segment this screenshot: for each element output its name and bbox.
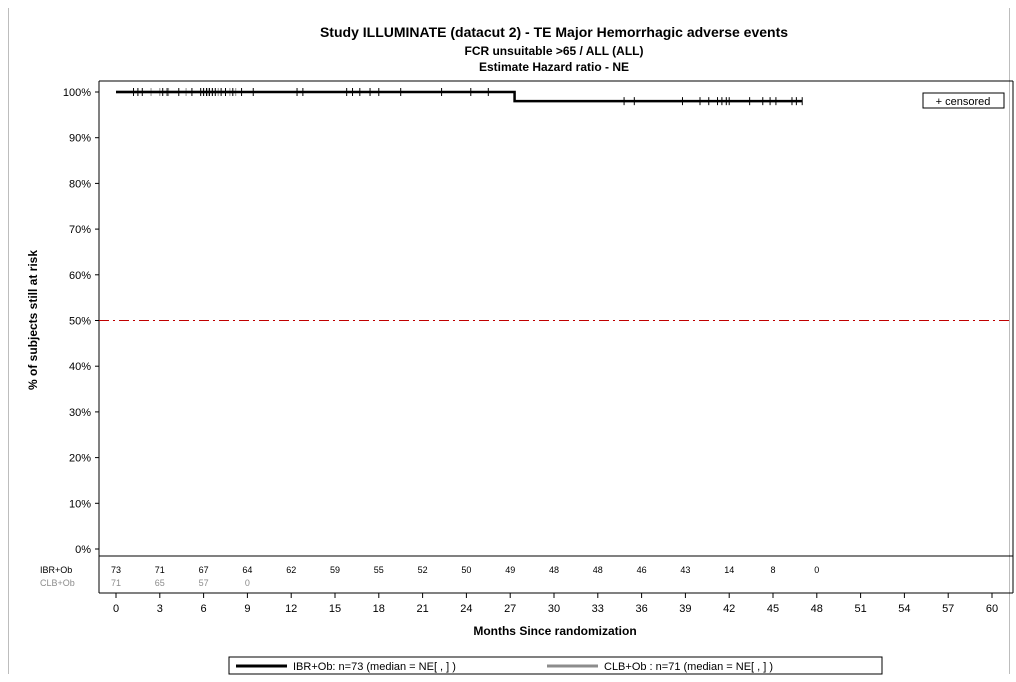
x-tick-label: 0 [113,603,119,615]
risk-value: 52 [418,565,428,575]
x-tick-label: 48 [811,603,823,615]
y-tick-label: 90% [69,133,91,145]
x-tick-label: 60 [986,603,998,615]
y-tick-label: 70% [69,224,91,236]
risk-value: 48 [593,565,603,575]
x-tick-label: 30 [548,603,560,615]
x-tick-label: 18 [373,603,385,615]
y-tick-label: 30% [69,407,91,419]
y-tick-label: 60% [69,270,91,282]
risk-value: 62 [286,565,296,575]
risk-value: 14 [724,565,734,575]
x-tick-label: 54 [898,603,910,615]
x-tick-label: 15 [329,603,341,615]
risk-value: 65 [155,578,165,588]
y-tick-label: 40% [69,361,91,373]
risk-value: 49 [505,565,515,575]
x-tick-label: 51 [854,603,866,615]
y-tick-label: 20% [69,453,91,465]
x-axis-label: Months Since randomization [473,624,636,638]
x-tick-label: 21 [416,603,428,615]
legend-label-clb: CLB+Ob : n=71 (median = NE[ , ] ) [604,661,773,673]
risk-value: 59 [330,565,340,575]
x-tick-label: 6 [201,603,207,615]
risk-value: 50 [461,565,471,575]
risk-value: 0 [245,578,250,588]
risk-value: 71 [155,565,165,575]
risk-value: 55 [374,565,384,575]
risk-value: 8 [770,565,775,575]
x-tick-label: 27 [504,603,516,615]
x-tick-label: 3 [157,603,163,615]
x-tick-label: 57 [942,603,954,615]
x-tick-label: 39 [679,603,691,615]
legend-label-ibr: IBR+Ob: n=73 (median = NE[ , ] ) [293,661,456,673]
y-tick-label: 10% [69,498,91,510]
x-tick-label: 36 [635,603,647,615]
y-tick-label: 100% [63,87,91,99]
x-tick-label: 33 [592,603,604,615]
y-axis-ticks: 0% 10% 20% 30% 40% 50% 60% 70% 80% 90% 100% [63,87,99,556]
x-axis-ticks: 0 3 6 9 12 15 18 21 24 27 30 33 36 39 42 45 48 51 54 57 60 [113,593,998,615]
risk-row-label: IBR+Ob [40,565,72,575]
x-tick-label: 9 [244,603,250,615]
survival-curves [116,88,803,106]
x-tick-label: 45 [767,603,779,615]
risk-value: 48 [549,565,559,575]
risk-value: 57 [199,578,209,588]
risk-value: 46 [637,565,647,575]
x-tick-label: 12 [285,603,297,615]
chart-title: Study ILLUMINATE (datacut 2) - TE Major … [320,24,788,40]
y-tick-label: 80% [69,178,91,190]
risk-value: 64 [242,565,252,575]
risk-row-label: CLB+Ob [40,578,75,588]
y-tick-label: 0% [75,544,91,556]
chart-subtitle-1: FCR unsuitable >65 / ALL (ALL) [464,44,643,58]
survival-curve-ibr-ob [116,90,803,103]
x-tick-label: 42 [723,603,735,615]
risk-value: 73 [111,565,121,575]
risk-value: 67 [199,565,209,575]
y-axis-label: % of subjects still at risk [26,250,40,390]
y-tick-label: 50% [69,316,91,328]
figure-frame [8,8,1010,674]
risk-value: 43 [680,565,690,575]
censored-legend-text: + censored [936,96,991,108]
censored-legend-box [922,92,1005,109]
risk-value: 0 [814,565,819,575]
risk-value: 71 [111,578,121,588]
risk-table: IBR+Ob 73 71 67 64 62 59 55 52 50 49 48 48 46 43 14 8 0 CL… [40,565,819,588]
x-tick-label: 24 [460,603,472,615]
chart-subtitle-2: Estimate Hazard ratio - NE [479,60,629,74]
